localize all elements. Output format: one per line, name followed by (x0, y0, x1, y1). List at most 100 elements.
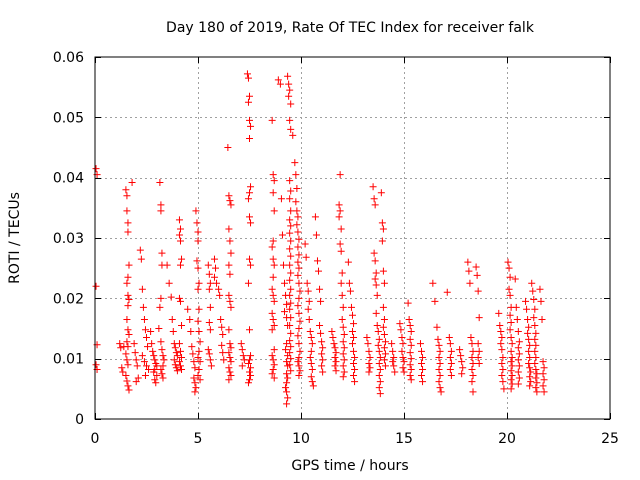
data-point (123, 192, 131, 200)
data-point (375, 359, 383, 367)
data-point (436, 384, 444, 392)
data-point (407, 355, 415, 363)
data-point (530, 296, 538, 304)
data-point (447, 347, 455, 355)
data-point (370, 195, 378, 203)
x-tick-label: 25 (601, 431, 619, 447)
data-point (158, 370, 166, 378)
data-point (375, 372, 383, 380)
data-point (152, 379, 160, 387)
data-point (331, 353, 339, 361)
data-point (498, 359, 506, 367)
data-point (380, 315, 388, 323)
data-point (119, 368, 127, 376)
data-point (390, 353, 398, 361)
data-point (189, 350, 197, 358)
data-point (531, 347, 539, 355)
y-tick-label: 0 (75, 412, 84, 428)
data-point (191, 379, 199, 387)
data-point (301, 240, 309, 248)
data-point (380, 279, 388, 287)
data-point (515, 374, 523, 382)
y-tick-label: 0.03 (53, 231, 84, 247)
data-point (122, 372, 130, 380)
data-point (226, 368, 234, 376)
data-point (160, 356, 168, 364)
data-point (379, 225, 387, 233)
data-point (207, 362, 215, 370)
data-point (515, 350, 523, 358)
data-point (468, 366, 476, 374)
data-point (212, 264, 220, 272)
data-point (157, 207, 165, 215)
chart-title: Day 180 of 2019, Rate Of TEC Index for r… (166, 20, 535, 36)
data-point (287, 207, 295, 215)
data-point (416, 340, 424, 348)
data-point (532, 329, 540, 337)
data-point (378, 237, 386, 245)
data-point (159, 352, 167, 360)
data-point (406, 372, 414, 380)
data-point (433, 323, 441, 331)
data-point (390, 362, 398, 370)
data-point (405, 315, 413, 323)
data-point (335, 213, 343, 221)
data-point (124, 361, 132, 369)
data-point (153, 372, 161, 380)
data-point (226, 297, 234, 305)
data-point (375, 384, 383, 392)
data-point (293, 185, 301, 193)
data-point (379, 323, 387, 331)
data-point (150, 352, 158, 360)
data-point (286, 86, 294, 94)
data-point (137, 255, 145, 263)
data-point (227, 201, 235, 209)
data-point (526, 364, 534, 372)
data-point (446, 366, 454, 374)
data-point (244, 359, 252, 367)
data-point (123, 377, 131, 385)
data-point (122, 186, 130, 194)
data-point (225, 291, 233, 299)
data-point (508, 362, 516, 370)
data-point (168, 315, 176, 323)
data-point (295, 235, 303, 243)
data-point (286, 276, 294, 284)
data-point (176, 237, 184, 245)
data-point (247, 183, 255, 191)
data-point (194, 237, 202, 245)
data-point (505, 285, 513, 293)
data-point (190, 358, 198, 366)
data-point (351, 366, 359, 374)
data-point (225, 326, 233, 334)
data-point (525, 347, 533, 355)
data-point (514, 328, 522, 336)
data-point (474, 340, 482, 348)
x-tick-label: 15 (395, 431, 413, 447)
data-point (226, 353, 234, 361)
data-point (287, 252, 295, 260)
data-point (495, 309, 503, 317)
data-point (155, 325, 163, 332)
data-point (281, 279, 289, 287)
data-point (132, 378, 140, 386)
data-point (338, 315, 346, 323)
data-point (508, 372, 516, 380)
data-point (315, 267, 323, 275)
data-point (244, 379, 252, 387)
data-point (436, 372, 444, 380)
data-point (194, 285, 202, 293)
data-point (286, 291, 294, 299)
data-point (124, 302, 132, 310)
data-point (498, 334, 506, 342)
data-point (287, 343, 295, 351)
data-point (337, 279, 345, 287)
data-point (406, 335, 414, 343)
data-point (269, 273, 277, 281)
data-point (243, 70, 251, 78)
data-point (533, 370, 541, 378)
data-point (225, 364, 233, 372)
data-point (293, 221, 301, 229)
data-point (176, 225, 184, 233)
data-point (171, 361, 179, 369)
